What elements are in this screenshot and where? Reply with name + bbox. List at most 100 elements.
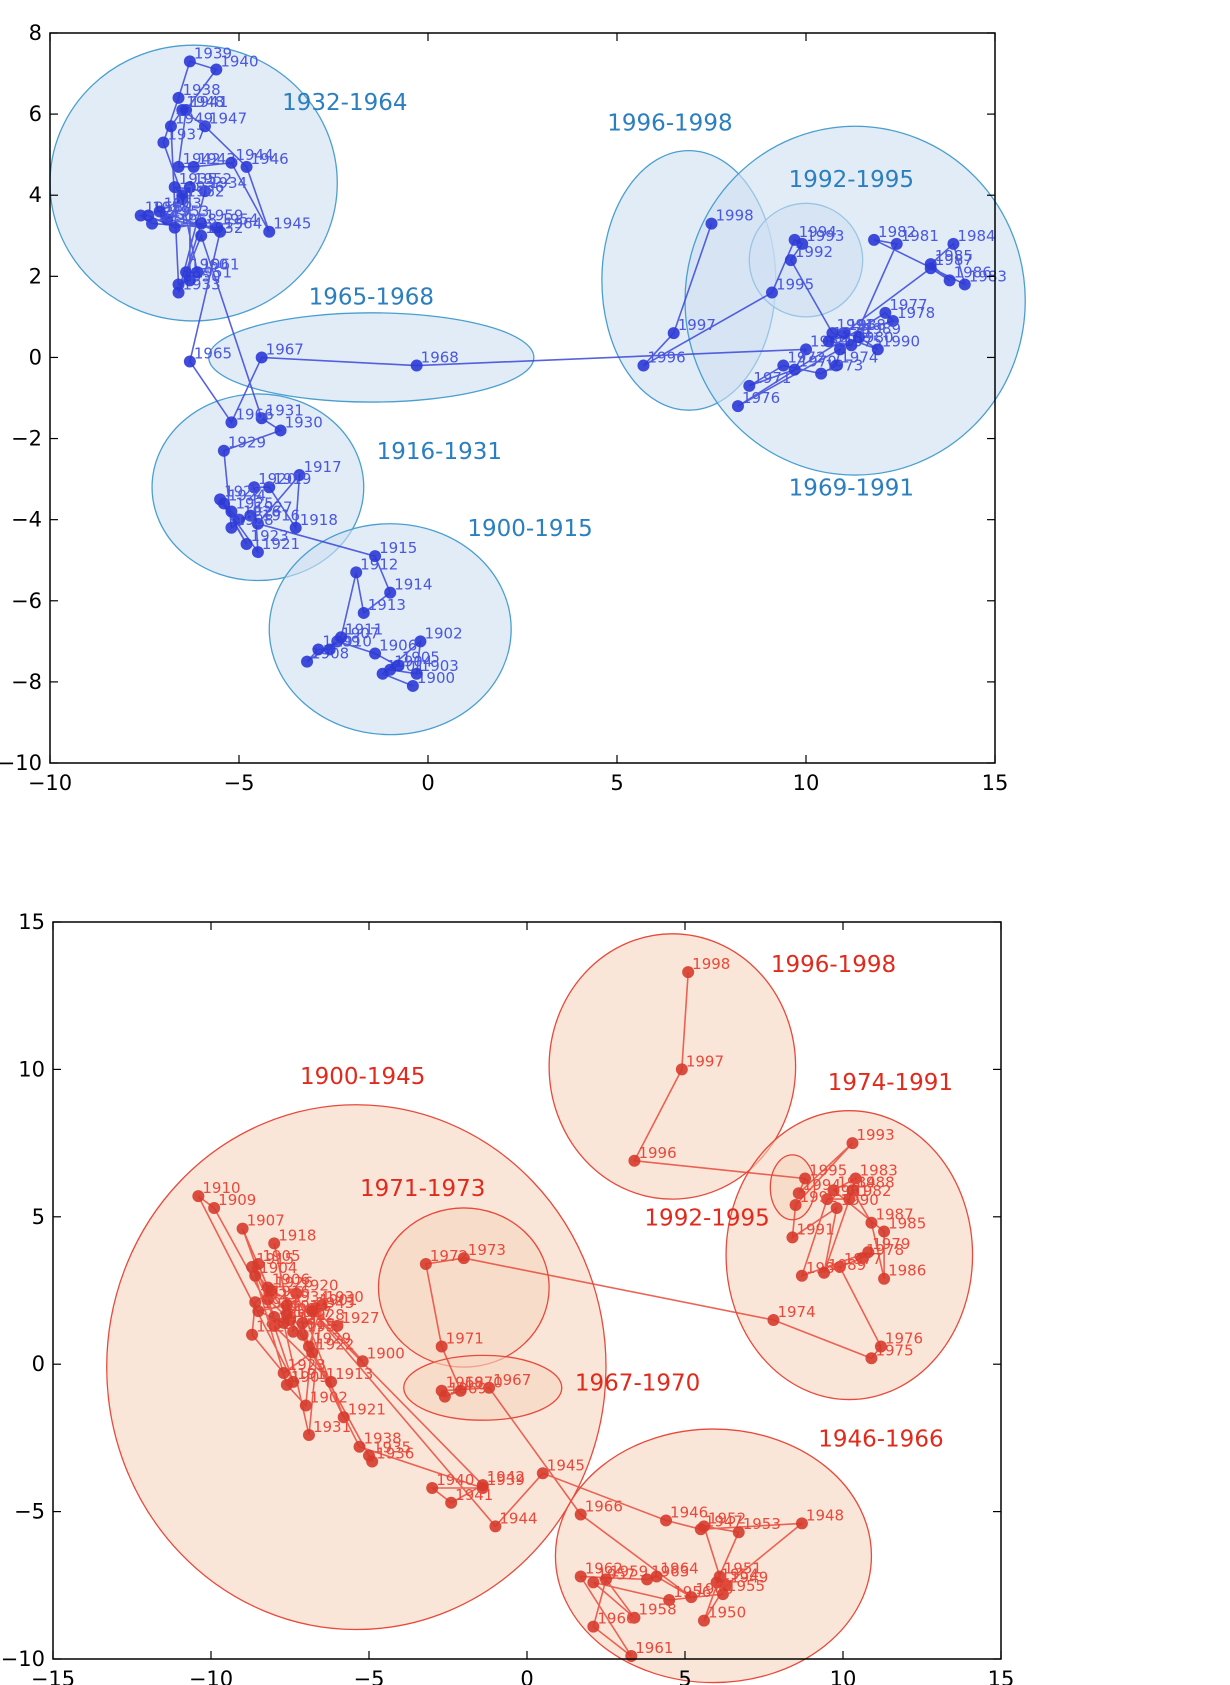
point-year-label: 1918 (278, 1226, 316, 1244)
point-year-label: 1983 (860, 1161, 898, 1179)
point-year-label: 1907 (341, 624, 379, 642)
data-point (587, 1620, 600, 1633)
point-year-label: 1986 (888, 1262, 926, 1280)
data-point (369, 550, 382, 563)
group-ellipse (548, 933, 797, 1200)
point-year-label: 1993 (806, 227, 844, 245)
point-year-label: 1959 (205, 207, 243, 225)
data-point (251, 546, 264, 559)
data-point (800, 343, 812, 356)
group-label: 1967-1970 (575, 1371, 700, 1397)
x-tick-label: 15 (988, 1667, 1015, 1685)
data-point (637, 359, 650, 372)
data-point (293, 469, 306, 482)
point-year-label: 1930 (285, 413, 323, 431)
data-point (195, 217, 208, 230)
data-point (306, 1305, 319, 1318)
point-year-label: 1913 (368, 596, 406, 614)
point-year-label: 1922 (224, 482, 262, 500)
point-year-label: 1938 (364, 1430, 402, 1448)
point-year-label: 1915 (379, 539, 417, 557)
data-point (454, 1384, 467, 1397)
point-year-label: 1911 (345, 620, 383, 638)
data-point (799, 1172, 812, 1185)
data-point (574, 1508, 587, 1521)
data-point (628, 1154, 641, 1167)
point-year-label: 1962 (585, 1559, 623, 1577)
point-year-label: 1961 (635, 1639, 673, 1657)
data-point (353, 1440, 366, 1453)
point-year-label: 1958 (638, 1601, 676, 1619)
point-year-label: 1953 (743, 1515, 781, 1533)
data-point (865, 1216, 878, 1229)
data-point (225, 156, 238, 169)
data-point (795, 1517, 808, 1530)
data-point (943, 274, 956, 287)
data-point (924, 262, 937, 275)
point-year-label: 1971 (446, 1330, 484, 1348)
data-point (248, 481, 261, 494)
point-year-label: 1928 (235, 511, 273, 529)
data-point (886, 314, 899, 327)
x-tick-label: 0 (520, 1667, 533, 1685)
data-point (168, 221, 181, 234)
data-point (217, 444, 230, 457)
data-point (240, 538, 253, 550)
point-year-label: 1974 (777, 1303, 815, 1321)
y-tick-label: 15 (18, 910, 45, 934)
point-year-label: 1976 (742, 389, 780, 407)
data-point (862, 1246, 875, 1259)
point-year-label: 1974 (840, 349, 878, 367)
point-year-label: 1953 (171, 203, 209, 221)
data-point (255, 351, 268, 364)
point-year-label: 1972 (787, 349, 825, 367)
point-year-label: 1954 (220, 211, 258, 229)
point-year-label: 1980 (855, 328, 893, 346)
data-point (192, 1190, 205, 1203)
point-year-label: 1985 (888, 1215, 926, 1233)
point-year-label: 1913 (335, 1365, 373, 1383)
data-point (290, 1287, 303, 1300)
data-point (277, 1316, 290, 1329)
point-year-label: 1939 (487, 1471, 525, 1489)
point-year-label: 1946 (251, 150, 289, 168)
point-year-label: 1963 (164, 194, 202, 212)
data-point (274, 424, 287, 437)
data-point (587, 1576, 600, 1589)
data-point (821, 1193, 834, 1206)
point-year-label: 1986 (954, 263, 992, 281)
point-year-label: 1998 (692, 955, 730, 973)
data-point (410, 359, 423, 372)
point-year-label: 1949 (730, 1568, 768, 1586)
point-year-label: 1930 (326, 1288, 364, 1306)
point-year-label: 1944 (235, 146, 273, 164)
point-year-label: 1943 (316, 1294, 354, 1312)
data-point (246, 1260, 259, 1273)
point-year-label: 1970 (465, 1374, 503, 1392)
x-tick-label: 15 (982, 771, 1009, 795)
point-year-label: 1990 (882, 332, 920, 350)
point-year-label: 1947 (705, 1512, 743, 1530)
data-point (335, 631, 348, 644)
x-tick-label: 5 (610, 771, 623, 795)
point-year-label: 1931 (266, 401, 304, 419)
point-year-label: 1914 (394, 576, 432, 594)
data-point (323, 643, 336, 656)
point-year-label: 1959 (610, 1562, 648, 1580)
point-year-label: 1922 (316, 1335, 354, 1353)
point-year-label: 1941 (190, 93, 228, 111)
data-point (846, 1137, 859, 1150)
data-point (268, 1237, 281, 1250)
point-year-label: 1923 (251, 527, 289, 545)
data-point (419, 1257, 432, 1270)
data-point (489, 1520, 502, 1533)
point-year-label: 1994 (799, 223, 837, 241)
data-point (331, 1319, 344, 1332)
data-point (871, 343, 884, 356)
data-point (852, 331, 865, 344)
point-year-label: 1994 (803, 1176, 841, 1194)
x-tick-label: −5 (354, 1667, 385, 1685)
point-year-label: 1993 (856, 1126, 894, 1144)
data-point (287, 1375, 300, 1388)
data-point (705, 217, 718, 230)
